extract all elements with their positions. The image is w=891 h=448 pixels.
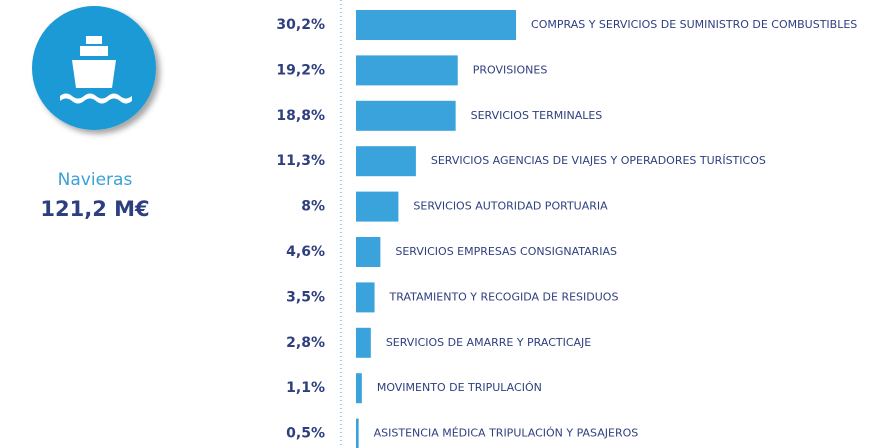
category-label: TRATAMIENTO Y RECOGIDA DE RESIDUOS [389,290,619,303]
bar [356,282,375,313]
category-label: SERVICIOS TERMINALES [471,109,603,122]
bar [356,327,371,358]
bar [356,237,381,267]
value-label: 18,8% [276,108,325,124]
value-label: 3,5% [286,289,325,305]
value-label: 8% [301,199,325,215]
bar [356,55,458,86]
value-label: 19,2% [276,62,325,78]
value-label: 2,8% [286,335,325,351]
value-label: 1,1% [286,380,325,396]
value-label: 30,2% [276,17,325,33]
summary-value: 121,2 M€ [40,197,149,221]
bar [356,418,359,448]
category-label: MOVIMENTO DE TRIPULACIÓN [377,381,542,394]
bar [356,10,517,40]
category-label: SERVICIOS EMPRESAS CONSIGNATARIAS [395,245,617,258]
category-label: PROVISIONES [473,63,548,76]
value-label: 0,5% [286,426,325,442]
category-label: ASISTENCIA MÉDICA TRIPULACIÓN Y PASAJERO… [374,427,639,440]
bar [356,146,416,177]
category-label: SERVICIOS DE AMARRE Y PRACTICAJE [386,336,591,349]
ship-icon [60,36,132,104]
category-label: SERVICIOS AUTORIDAD PORTUARIA [413,200,608,213]
category-label: SERVICIOS AGENCIAS DE VIAJES Y OPERADORE… [431,154,766,167]
bar [356,191,399,222]
bar [356,373,362,404]
bar [356,100,456,131]
value-label: 4,6% [286,244,325,260]
summary-name: Navieras [58,170,133,190]
value-label: 11,3% [276,153,325,169]
category-label: COMPRAS Y SERVICIOS DE SUMINISTRO DE COM… [531,18,857,31]
